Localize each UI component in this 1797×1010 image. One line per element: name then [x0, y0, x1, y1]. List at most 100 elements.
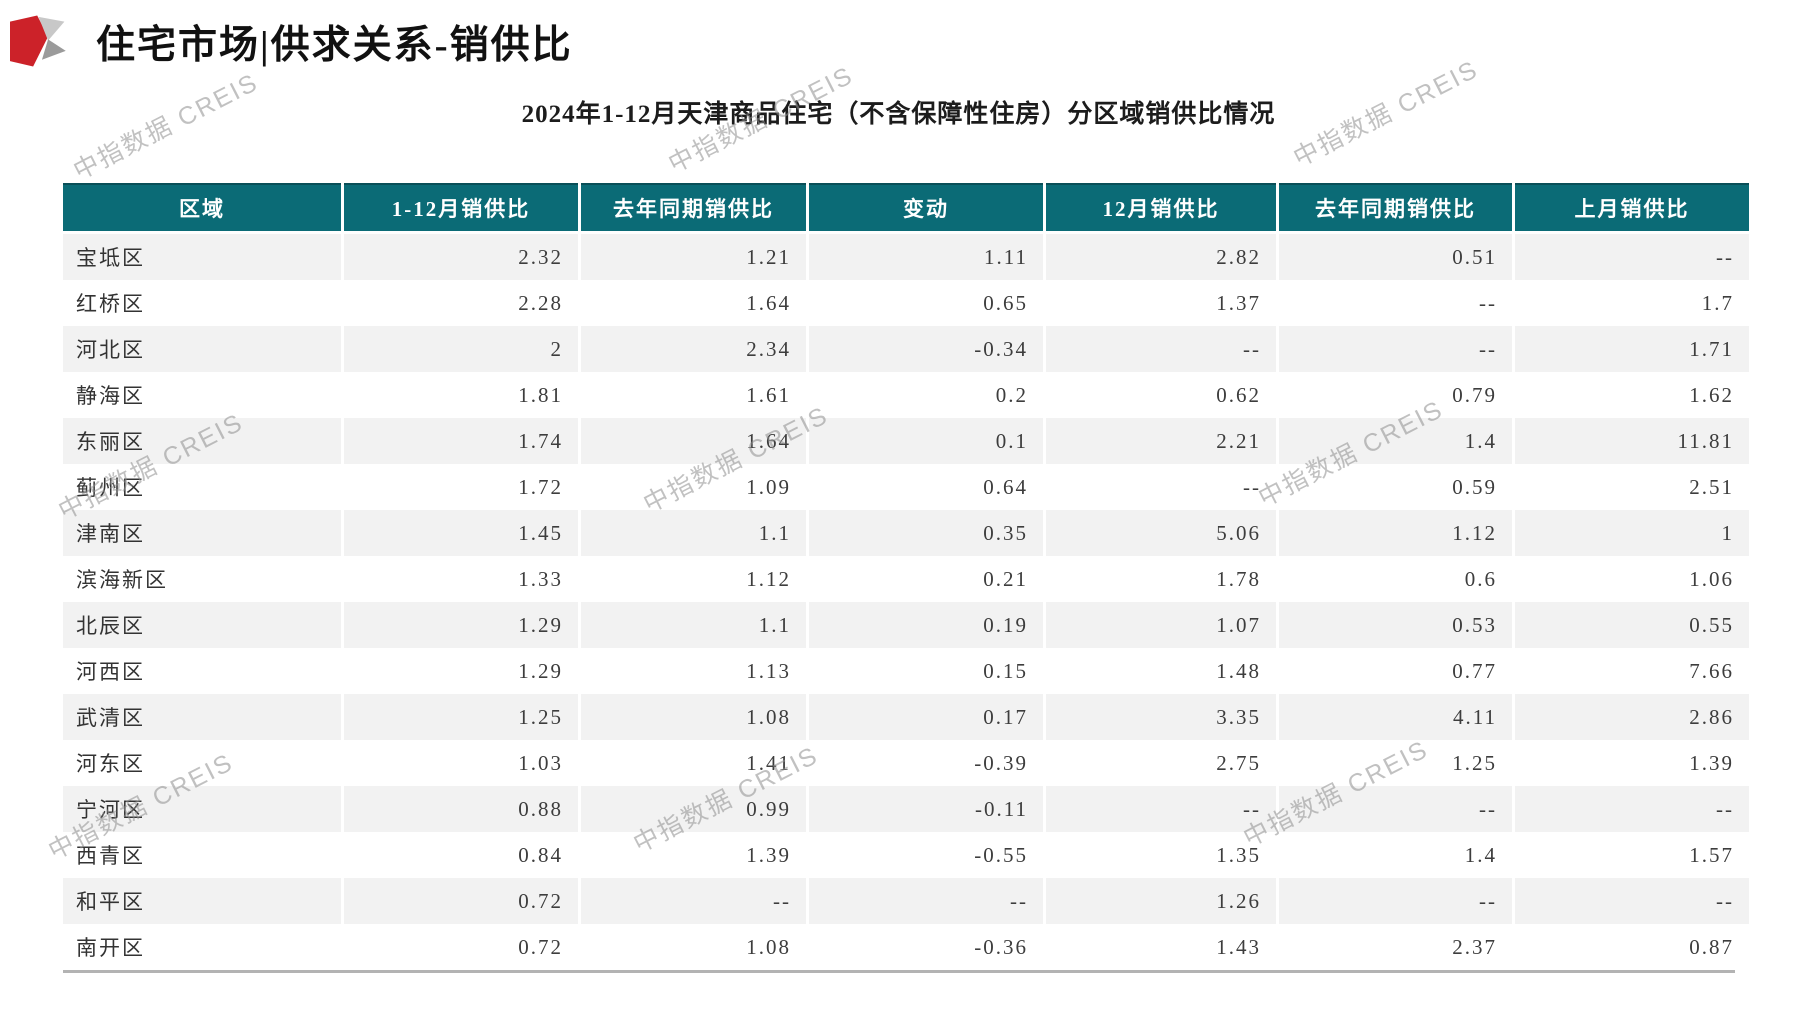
- value-cell: 2.21: [1043, 418, 1278, 464]
- logo-dark-gray-shape: [41, 39, 66, 60]
- value-cell: 0.19: [806, 602, 1045, 648]
- value-cell: 1.39: [578, 832, 808, 878]
- table-row: 武清区 1.25 1.08 0.17 3.35 4.11 2.86: [63, 694, 1749, 740]
- value-cell: 2.82: [1043, 232, 1278, 280]
- value-cell: -0.39: [806, 740, 1045, 786]
- region-cell: 南开区: [76, 936, 145, 960]
- value-cell: 1.48: [1043, 648, 1278, 694]
- region-cell: 蓟州区: [76, 476, 145, 500]
- table-row: 东丽区 1.74 1.64 0.1 2.21 1.4 11.81: [63, 418, 1749, 464]
- table-row: 和平区 0.72 -- -- 1.26 -- --: [63, 878, 1749, 924]
- column-header: 去年同期销供比: [1276, 184, 1514, 234]
- value-cell: 2.51: [1512, 464, 1749, 510]
- value-cell: 1.71: [1512, 326, 1749, 372]
- value-cell: -0.34: [806, 326, 1045, 372]
- value-cell: -0.55: [806, 832, 1045, 878]
- value-cell: --: [1043, 464, 1278, 510]
- region-cell: 河东区: [76, 752, 145, 776]
- value-cell: 0.62: [1043, 372, 1278, 418]
- value-cell: 0.88: [341, 786, 580, 832]
- value-cell: 0.84: [341, 832, 580, 878]
- value-cell: 1.08: [578, 924, 808, 970]
- value-cell: 0.55: [1512, 602, 1749, 648]
- value-cell: 7.66: [1512, 648, 1749, 694]
- value-cell: 0.59: [1276, 464, 1514, 510]
- region-cell: 滨海新区: [76, 568, 168, 592]
- value-cell: --: [1512, 878, 1749, 924]
- value-cell: 1.09: [578, 464, 808, 510]
- table-row: 西青区 0.84 1.39 -0.55 1.35 1.4 1.57: [63, 832, 1749, 878]
- value-cell: 2.34: [578, 326, 808, 372]
- creis-logo: [10, 15, 66, 67]
- value-cell: 1.21: [578, 232, 808, 280]
- value-cell: 2: [341, 326, 580, 372]
- value-cell: 2.32: [341, 232, 580, 280]
- supply-demand-ratio-table: 区域 1-12月销供比 去年同期销供比 变动 12月销供比 去年同期销供比 上月销供比 宝坻…: [63, 183, 1749, 970]
- region-cell: 河北区: [63, 326, 343, 372]
- value-cell: 0.15: [806, 648, 1045, 694]
- value-cell: --: [1512, 786, 1749, 832]
- value-cell: 1.07: [1043, 602, 1278, 648]
- value-cell: 1.11: [806, 232, 1045, 280]
- value-cell: 2.37: [1276, 924, 1514, 970]
- region-cell: 东丽区: [63, 418, 343, 464]
- value-cell: 0.2: [806, 372, 1045, 418]
- table-row: 北辰区 1.29 1.1 0.19 1.07 0.53 0.55: [63, 602, 1749, 648]
- value-cell: 1.03: [341, 740, 580, 786]
- table-row: 南开区 0.72 1.08 -0.36 1.43 2.37 0.87: [63, 924, 1749, 970]
- value-cell: 1.29: [341, 602, 580, 648]
- table-row: 河西区 1.29 1.13 0.15 1.48 0.77 7.66: [63, 648, 1749, 694]
- table-row: 红桥区 2.28 1.64 0.65 1.37 -- 1.7: [63, 280, 1749, 326]
- value-cell: 1.1: [578, 602, 808, 648]
- value-cell: 1.25: [341, 694, 580, 740]
- column-header: 变动: [806, 184, 1045, 234]
- value-cell: 1.39: [1512, 740, 1749, 786]
- value-cell: 2.86: [1512, 694, 1749, 740]
- value-cell: 1.78: [1043, 556, 1278, 602]
- region-cell: 宁河区: [63, 786, 343, 832]
- region-cell: 红桥区: [76, 292, 145, 316]
- value-cell: 0.99: [578, 786, 808, 832]
- region-cell: 武清区: [63, 694, 343, 740]
- table-row: 宝坻区 2.32 1.21 1.11 2.82 0.51 --: [63, 232, 1749, 280]
- value-cell: --: [1043, 786, 1278, 832]
- value-cell: 0.72: [341, 878, 580, 924]
- table-row: 宁河区 0.88 0.99 -0.11 -- -- --: [63, 786, 1749, 832]
- table-row: 滨海新区 1.33 1.12 0.21 1.78 0.6 1.06: [63, 556, 1749, 602]
- value-cell: --: [578, 878, 808, 924]
- value-cell: 0.72: [341, 924, 580, 970]
- table-head: 区域 1-12月销供比 去年同期销供比 变动 12月销供比 去年同期销供比 上月销供比: [63, 184, 1749, 234]
- value-cell: 1.57: [1512, 832, 1749, 878]
- logo-red-shape: [10, 15, 49, 67]
- value-cell: 2.28: [341, 280, 580, 326]
- value-cell: 1.12: [1276, 510, 1514, 556]
- value-cell: 1.74: [341, 418, 580, 464]
- value-cell: 1.29: [341, 648, 580, 694]
- value-cell: 0.65: [806, 280, 1045, 326]
- value-cell: 0.77: [1276, 648, 1514, 694]
- value-cell: 0.64: [806, 464, 1045, 510]
- value-cell: 0.35: [806, 510, 1045, 556]
- value-cell: --: [806, 878, 1045, 924]
- column-header: 上月销供比: [1512, 184, 1749, 234]
- table-body: 宝坻区 2.32 1.21 1.11 2.82 0.51 -- 红桥区 2.28 1.64 0.65…: [63, 232, 1749, 970]
- value-cell: 1.43: [1043, 924, 1278, 970]
- supply-demand-table-container: 区域 1-12月销供比 去年同期销供比 变动 12月销供比 去年同期销供比 上月销供比 宝坻…: [63, 183, 1749, 973]
- logo-light-gray-shape: [38, 16, 65, 41]
- table-row: 河北区 2 2.34 -0.34 -- -- 1.71: [63, 326, 1749, 372]
- table-row: 静海区 1.81 1.61 0.2 0.62 0.79 1.62: [63, 372, 1749, 418]
- table-header-row: 区域 1-12月销供比 去年同期销供比 变动 12月销供比 去年同期销供比 上月销供比: [63, 184, 1749, 234]
- value-cell: 1.33: [341, 556, 580, 602]
- value-cell: 1: [1512, 510, 1749, 556]
- table-row: 津南区 1.45 1.1 0.35 5.06 1.12 1: [63, 510, 1749, 556]
- region-cell: 北辰区: [63, 602, 343, 648]
- value-cell: --: [1276, 326, 1514, 372]
- value-cell: --: [1276, 786, 1514, 832]
- region-cell: 津南区: [63, 510, 343, 556]
- value-cell: 1.37: [1043, 280, 1278, 326]
- value-cell: 0.79: [1276, 372, 1514, 418]
- value-cell: 1.1: [578, 510, 808, 556]
- value-cell: 3.35: [1043, 694, 1278, 740]
- value-cell: --: [1512, 232, 1749, 280]
- value-cell: 0.21: [806, 556, 1045, 602]
